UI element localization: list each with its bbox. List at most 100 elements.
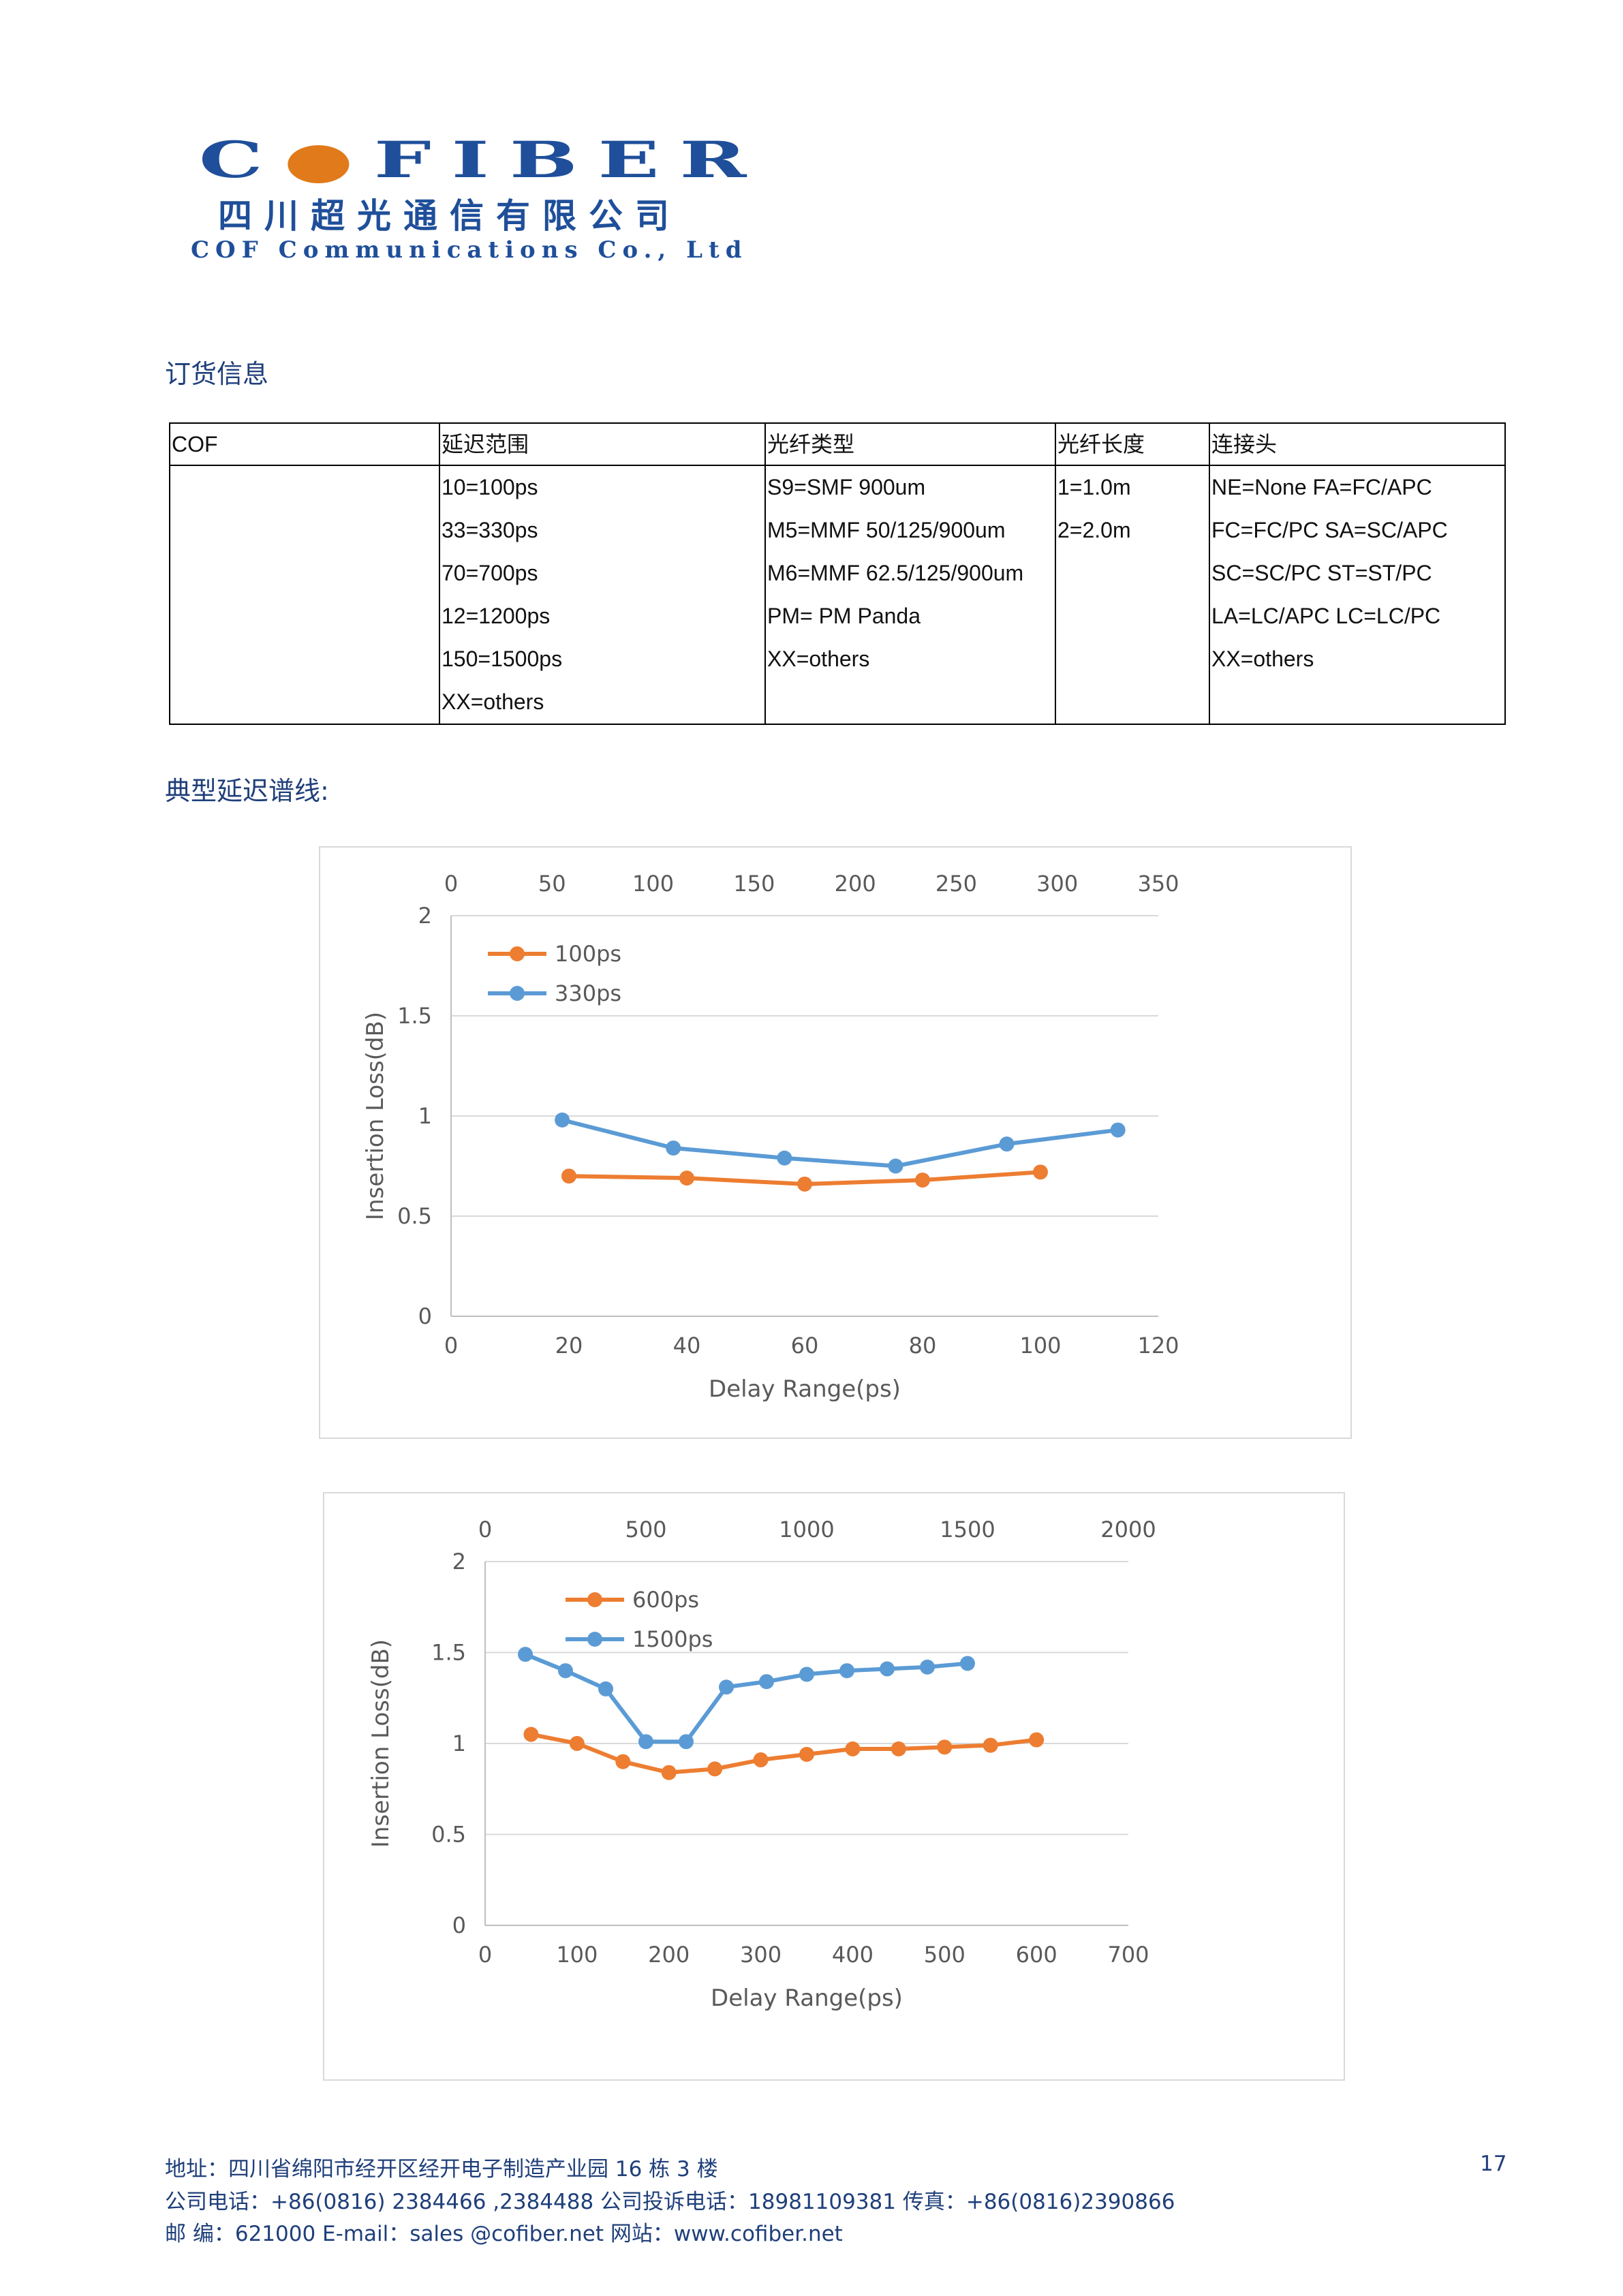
x-axis-title: Delay Range(ps) [711,1985,903,2012]
x-tick-label-top: 300 [1036,871,1078,897]
list-item: M5=MMF 50/125/900um [767,518,1006,542]
x-tick-label-top: 100 [632,871,674,897]
y-axis-title: Insertion Loss(dB) [367,1639,395,1848]
y-tick-label: 1.5 [431,1640,466,1666]
order-info-heading: 订货信息 [165,359,269,389]
x-tick-label-bottom: 0 [478,1942,492,1968]
footer-postal-email-website: 邮 编：621000 E-mail：sales @cofiber.net 网站：… [165,2222,843,2246]
data-point [753,1752,769,1768]
list-item: XX=others [442,689,544,714]
x-tick-label-bottom: 100 [556,1942,598,1968]
logo-letter-c: C [199,130,283,189]
page-number: 17 [1480,2152,1507,2176]
chart-canvas: 00.511.520 20 40 60 80 100 1200 50 100 150 200 250 3… [362,871,1179,1403]
data-point [615,1754,631,1769]
sunburst-logo-icon: ● [283,130,374,189]
list-item: 70=700ps [442,561,538,585]
x-tick-label-bottom: 0 [444,1333,458,1359]
company-logo: C●FIBER [199,135,767,185]
data-point [558,1663,573,1679]
legend-label: 100ps [555,941,621,967]
data-point [555,1112,570,1128]
table-body-row: 10=100ps 33=330ps 70=700ps 12=1200ps 150… [170,465,1505,724]
legend-label: 600ps [632,1587,699,1613]
data-point [799,1666,814,1682]
series-line-1500ps [524,1652,968,1744]
data-point [845,1741,861,1757]
data-point [1110,1122,1126,1138]
logo-letters-fiber: FIBER [373,130,767,189]
cof-cell [170,465,439,724]
x-tick-label-top: 200 [835,871,876,897]
legend-label: 330ps [555,980,621,1006]
list-item: 1=1.0m [1057,475,1131,499]
x-axis-title: Delay Range(ps) [709,1376,901,1403]
list-item: FC=FC/PC SA=SC/APC [1211,518,1448,542]
x-tick-label-bottom: 200 [648,1942,690,1968]
list-item: SC=SC/PC ST=ST/PC [1211,561,1432,585]
x-tick-label-bottom: 20 [555,1333,583,1359]
x-tick-label-bottom: 40 [673,1333,701,1359]
x-tick-label-top: 350 [1137,871,1179,897]
x-tick-label-top: 1000 [779,1517,834,1542]
fiber-type-cell: S9=SMF 900um M5=MMF 50/125/900um M6=MMF … [764,465,1055,724]
data-point [666,1141,681,1156]
data-point [777,1150,792,1166]
data-point [561,1168,576,1184]
data-point [719,1679,734,1695]
data-point [920,1659,935,1675]
data-point [937,1739,953,1755]
data-point [797,1176,812,1192]
chart-600-1500ps: 0 0.5 1 1.5 2 0 100 200 300 400 500 600 700 0 500 1000 1… [323,1492,1345,2081]
header-fiber-length: 光纤长度 [1055,423,1209,466]
data-point [661,1765,677,1780]
list-item: XX=others [1211,647,1314,671]
data-point [1033,1164,1048,1180]
list-item: XX=others [767,647,870,671]
x-tick-label-top: 50 [538,871,566,897]
y-axis-title: Insertion Loss(dB) [362,1012,389,1220]
company-name-cn: 四川超光通信有限公司 [218,196,681,236]
list-item: NE=None FA=FC/APC [1211,475,1432,499]
x-tick-label-bottom: 400 [832,1942,874,1968]
series-line-330ps [561,1117,1119,1168]
y-tick-label: 2 [452,1549,466,1574]
data-point [707,1761,723,1777]
y-tick-label: 0.5 [431,1822,466,1848]
y-tick-label: 1.5 [397,1003,432,1029]
data-point [888,1158,903,1174]
list-item: 33=330ps [442,518,538,542]
x-tick-label-bottom: 300 [740,1942,782,1968]
data-point [915,1173,930,1188]
data-point [1029,1732,1045,1748]
company-name-en: COF Communications Co., Ltd [191,236,748,264]
header-fiber-type: 光纤类型 [764,423,1055,466]
data-point [891,1741,906,1757]
data-point [598,1681,613,1696]
x-tick-label-top: 0 [478,1517,492,1542]
y-tick-label: 0 [418,1303,432,1329]
order-code-table: COF 延迟范围 光纤类型 光纤长度 连接头 10=100ps 33=330ps… [169,422,1506,725]
list-item: M6=MMF 62.5/125/900um [767,561,1024,585]
y-tick-label: 1 [418,1103,432,1129]
table-header-row: COF 延迟范围 光纤类型 光纤长度 连接头 [170,423,1505,466]
x-tick-label-bottom: 600 [1016,1942,1057,1968]
header-cof: COF [170,423,439,466]
x-tick-label-top: 150 [733,871,775,897]
x-tick-label-top: 500 [625,1517,666,1542]
data-point [518,1647,533,1662]
x-tick-label-bottom: 100 [1019,1333,1061,1359]
data-point [839,1663,854,1679]
x-tick-label-bottom: 60 [791,1333,819,1359]
data-point [960,1656,975,1671]
data-point [679,1170,694,1186]
fiber-length-cell: 1=1.0m 2=2.0m [1055,465,1209,724]
list-item: 2=2.0m [1057,518,1131,542]
y-tick-label: 0.5 [397,1203,432,1229]
list-item: S9=SMF 900um [767,475,926,499]
y-tick-label: 0 [452,1912,466,1938]
list-item: 150=1500ps [442,647,563,671]
legend-swatch-marker [587,1592,602,1607]
x-tick-label-top: 0 [444,871,458,897]
list-item: 10=100ps [442,475,538,499]
